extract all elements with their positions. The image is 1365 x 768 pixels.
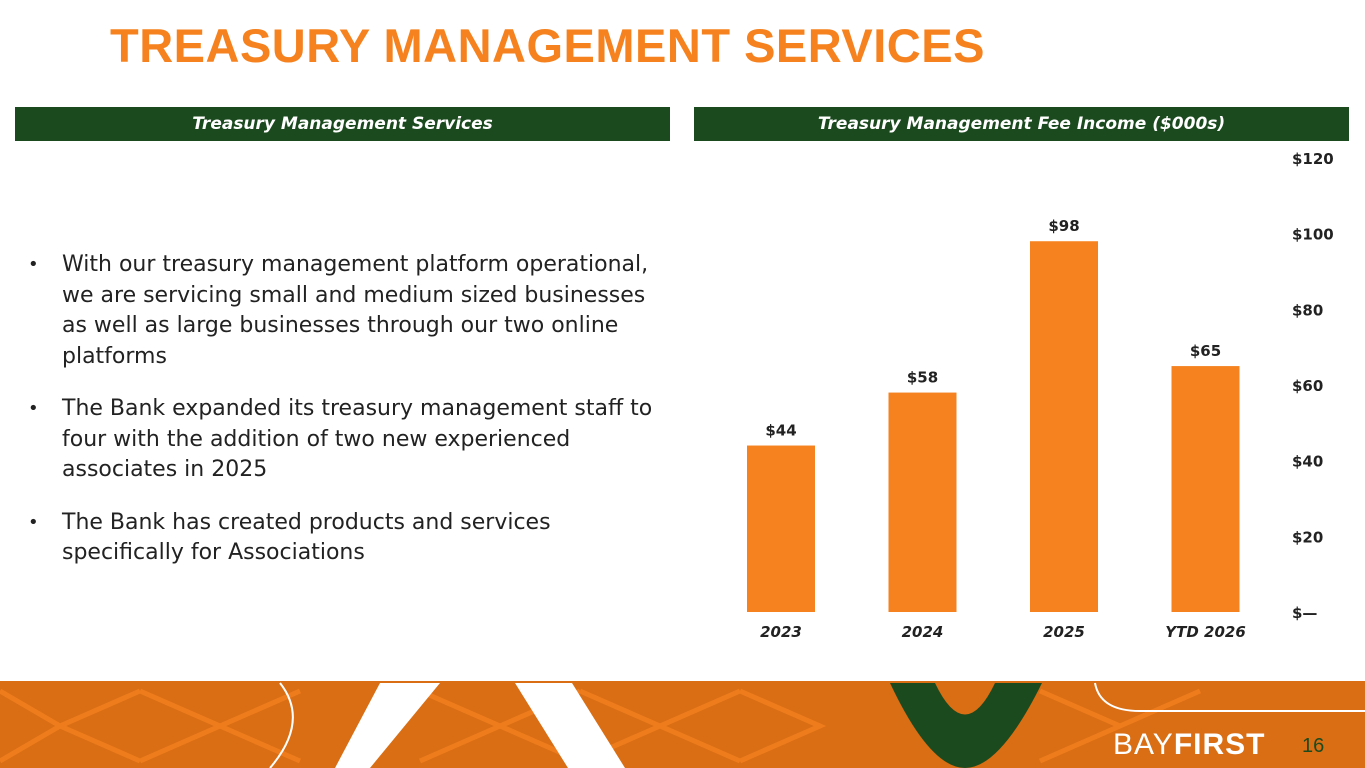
bullet-item: • The Bank has created products and servi…	[28, 508, 658, 569]
y-tick-label: $120	[1292, 150, 1334, 168]
x-tick-label: 2025	[1043, 623, 1085, 641]
bar-data-label: $98	[1048, 217, 1079, 235]
x-tick-label: 2024	[902, 623, 944, 641]
bullet-icon: •	[28, 254, 39, 275]
logo-part-bay: BAY	[1113, 728, 1174, 761]
x-tick-label: YTD 2026	[1165, 623, 1246, 641]
bar-data-label: $58	[907, 369, 938, 387]
fee-income-bar-chart: $— $20 $40 $60 $80 $100 $120 $44 2023 $58 2024 $98 2…	[747, 150, 1334, 641]
logo-part-first: FIRST	[1173, 728, 1266, 761]
footer-white-stripe-1	[335, 683, 440, 768]
y-tick-label: $100	[1292, 226, 1334, 244]
y-tick-label: $80	[1292, 301, 1323, 319]
page-number: 16	[1302, 735, 1325, 757]
bar	[747, 445, 815, 612]
bullet-text: The Bank has created products and servic…	[62, 509, 551, 566]
footer-line	[1094, 682, 1365, 712]
x-tick-label: 2023	[760, 623, 802, 641]
bar	[1030, 241, 1098, 612]
bullet-item: • With our treasury management platform o…	[28, 250, 658, 372]
right-panel-header: Treasury Management Fee Income ($000s)	[694, 107, 1349, 141]
bullet-text: With our treasury management platform op…	[62, 252, 649, 369]
bullet-item: • The Bank expanded its treasury manageme…	[28, 394, 658, 486]
bar-data-label: $44	[765, 422, 796, 440]
y-tick-label: $20	[1292, 528, 1323, 546]
left-panel-header: Treasury Management Services	[15, 107, 670, 141]
y-tick-label: $—	[1292, 604, 1317, 622]
y-tick-label: $60	[1292, 377, 1323, 395]
footer-white-stripe-2	[515, 683, 625, 768]
bullet-text: The Bank expanded its treasury managemen…	[62, 396, 653, 482]
footer-curve	[269, 682, 294, 768]
bayfirst-logo: BAYFIRST	[1113, 728, 1265, 762]
y-tick-label: $40	[1292, 453, 1323, 471]
bar	[888, 392, 957, 612]
decorative-footer-band	[0, 681, 1365, 768]
page-title: TREASURY MANAGEMENT SERVICES	[110, 19, 985, 72]
bar	[1171, 366, 1240, 612]
bar-data-label: $65	[1190, 342, 1221, 360]
bullet-icon: •	[28, 511, 39, 533]
footer-pattern	[0, 682, 1365, 768]
bullet-list: • With our treasury management platform o…	[28, 250, 658, 591]
bullet-icon: •	[28, 398, 39, 419]
footer-green-v	[890, 683, 1042, 768]
